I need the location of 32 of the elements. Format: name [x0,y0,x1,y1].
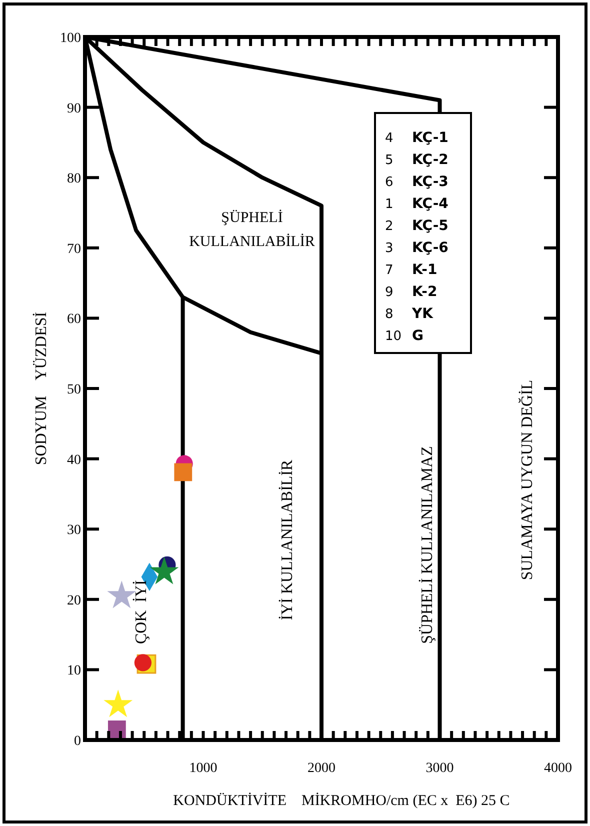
y-tick-label: 10 [67,664,81,679]
y-axis-title: SODYUM YÜZDESİ [32,312,50,466]
text: 8 YK [385,306,433,322]
text: 1 KÇ-4 [385,196,448,212]
y-tick-label: 40 [67,452,81,468]
text: 6 KÇ-3 [385,174,448,190]
y-tick-label: 100 [60,31,81,46]
y-tick-label: 70 [67,242,81,257]
x-tick-label: 1000 [189,761,218,776]
text: 3 KÇ-6 [385,240,448,256]
y-tick-label: 20 [67,593,81,608]
y-tick-label: 50 [67,382,81,398]
text: 5 KÇ-2 [385,152,448,168]
annotation: 10 G [385,328,424,344]
text: 2 KÇ-5 [385,218,448,234]
y-tick-label: 30 [67,523,81,538]
text: 7 K-1 [385,262,438,278]
x-tick-label: 4000 [544,761,572,776]
y-tick-label: 60 [67,312,81,328]
annotation: ÇOK İYİ [132,580,150,644]
y-tick-label: 80 [67,172,81,187]
annotation: ŞÜPHELİ KULLANILAMAZ [418,446,436,644]
text: 9 K-2 [385,284,438,300]
x-tick-label: 2000 [308,761,336,776]
annotation: SULAMAYA UYGUN DEĞİL [518,380,536,580]
annotation: ŞÜPHELİ KULLANILABİLİR [189,209,315,250]
x-axis-title: KONDÜKTİVİTE MİKROMHO/cm (EC x E6) 25 C [173,792,510,809]
annotation: İYİ KULLANILABİLİR [278,459,296,620]
y-tick-label: 90 [67,101,81,116]
text: 4 KÇ-1 [385,130,448,146]
x-tick-label: 3000 [426,761,454,776]
y-tick-label: 0 [74,734,81,749]
